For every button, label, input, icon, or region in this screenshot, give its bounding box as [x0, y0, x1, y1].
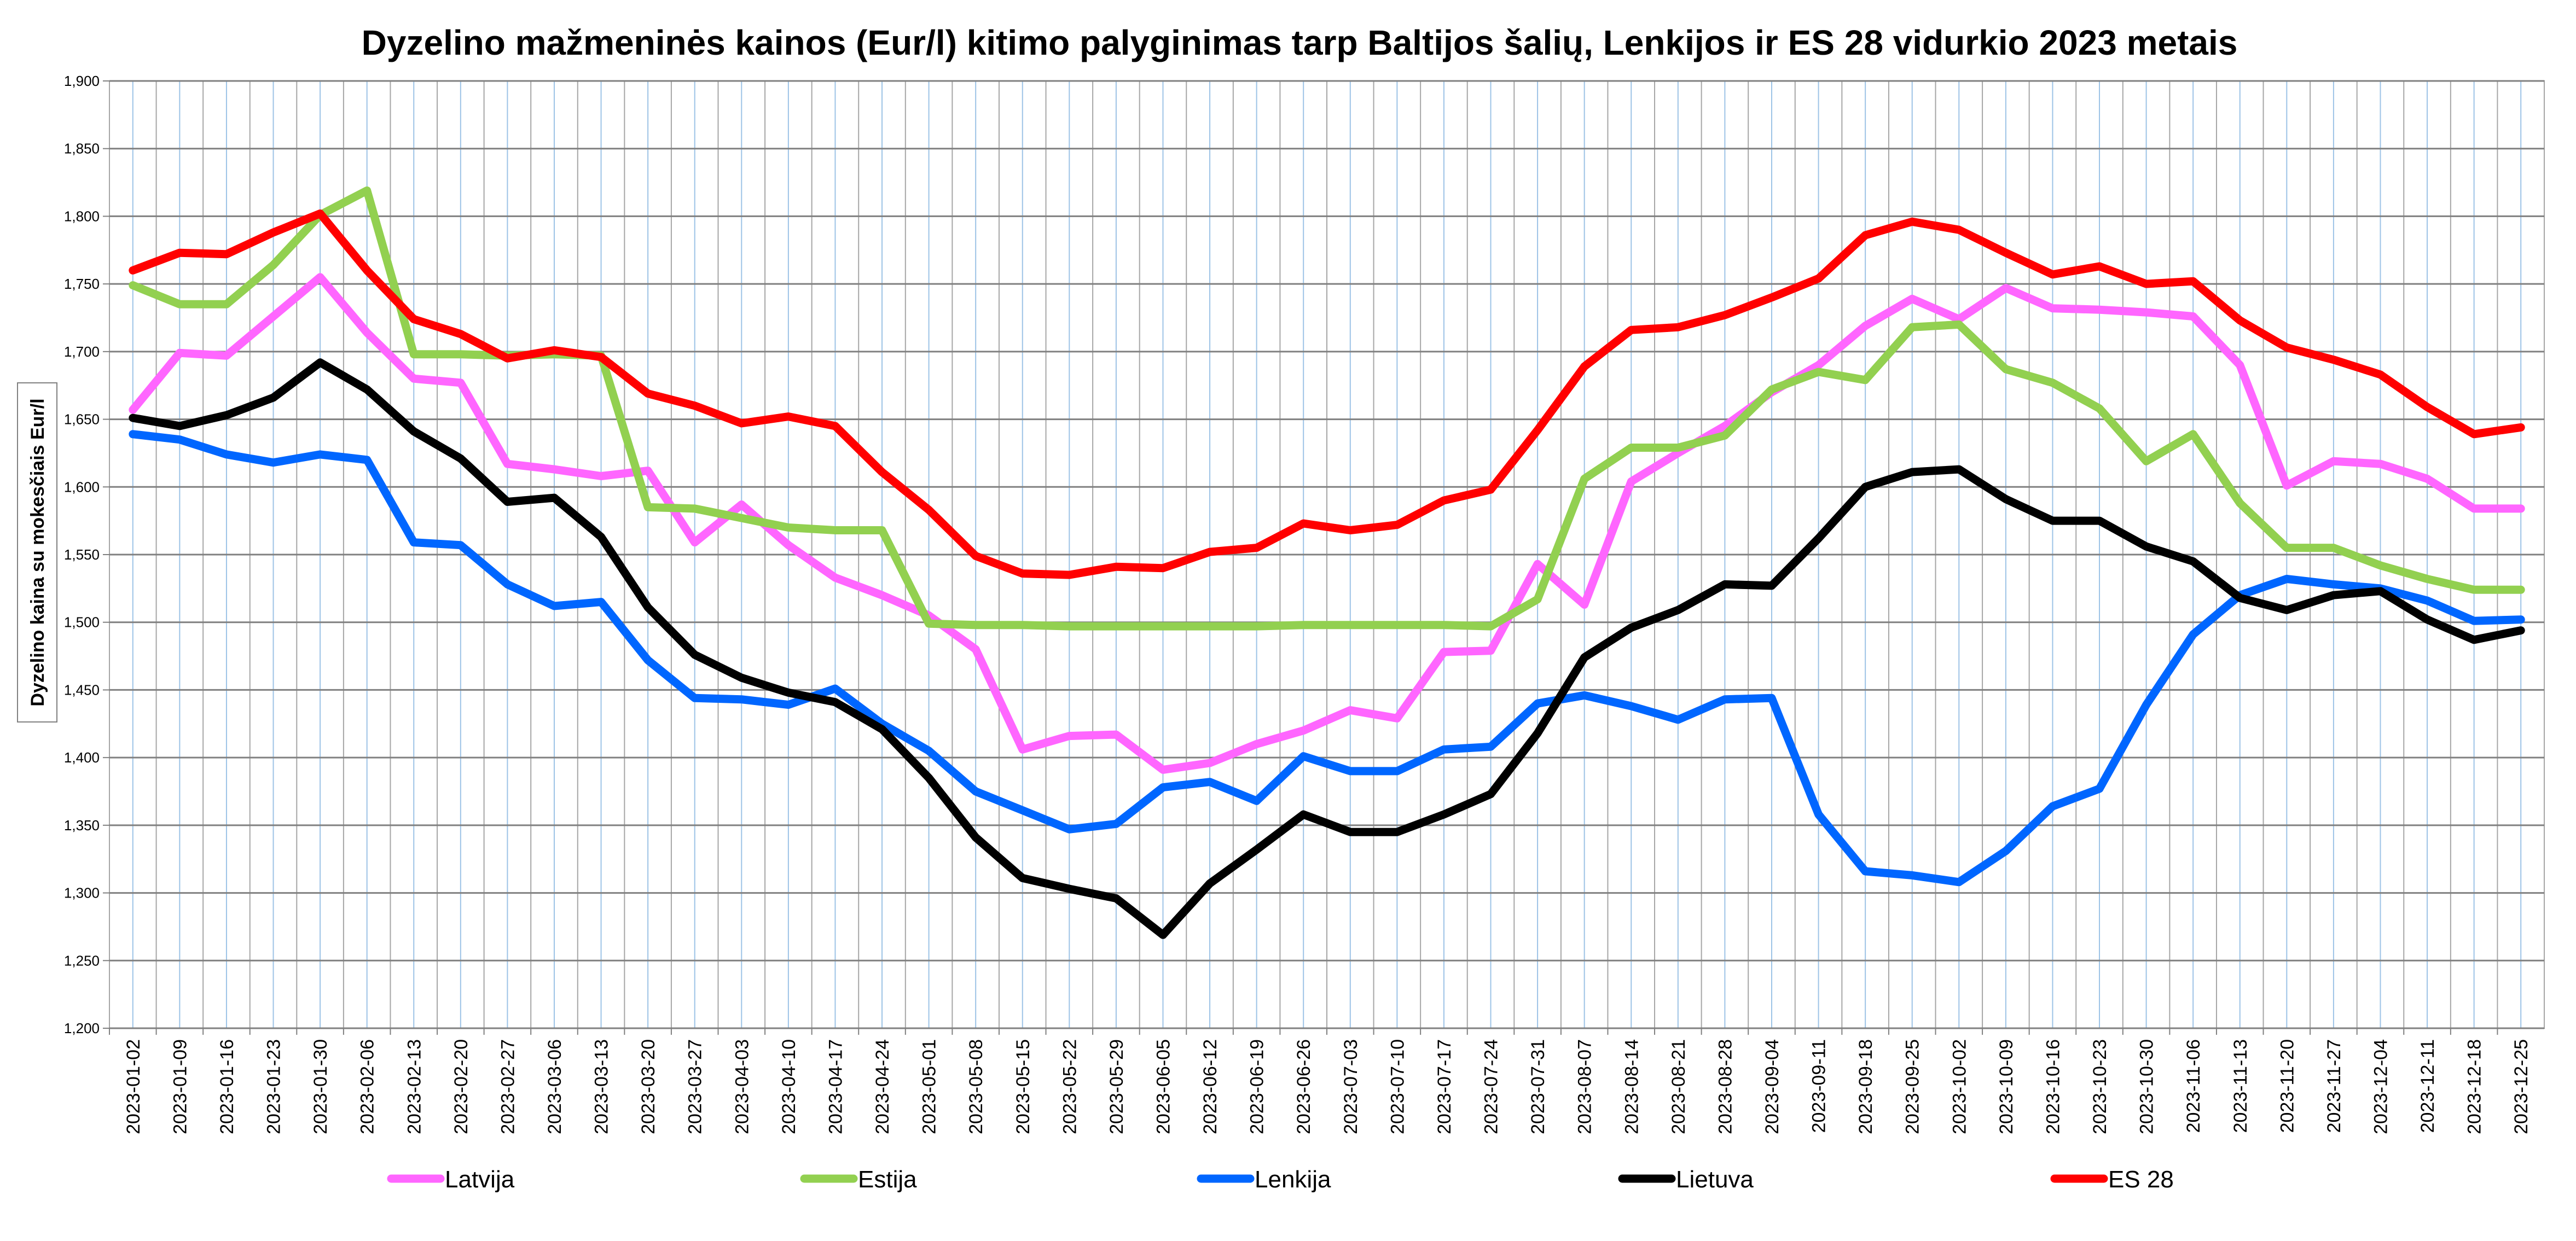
- x-tick-label: 2023-04-17: [825, 1039, 846, 1134]
- series-lines: [129, 186, 2525, 939]
- x-tick-label: 2023-07-03: [1341, 1039, 1361, 1134]
- x-tick-label: 2023-02-13: [404, 1039, 425, 1134]
- x-tick-label: 2023-01-16: [217, 1039, 237, 1134]
- y-tick-label: 1,700: [64, 343, 100, 360]
- x-tick-label: 2023-07-17: [1434, 1039, 1455, 1134]
- series-line-lietuva: [129, 358, 2525, 939]
- x-tick-label: 2023-01-09: [170, 1039, 190, 1134]
- x-tick-label: 2023-02-06: [357, 1039, 378, 1134]
- x-tick-label: 2023-09-11: [1809, 1039, 1830, 1133]
- x-tick-label: 2023-01-30: [310, 1039, 331, 1134]
- x-tick-label: 2023-08-07: [1575, 1039, 1596, 1134]
- x-tick-label: 2023-12-18: [2464, 1039, 2485, 1134]
- y-tick-label: 1,900: [64, 73, 100, 89]
- x-tick-label: 2023-03-27: [685, 1039, 706, 1134]
- x-tick-label: 2023-07-24: [1481, 1039, 1502, 1134]
- y-axis-label: Dyzelino kaina su mokesčiais Eur/l: [27, 398, 48, 706]
- y-tick-label: 1,500: [64, 614, 100, 631]
- series-line-latvija: [129, 273, 2525, 774]
- x-tick-label: 2023-11-13: [2230, 1039, 2251, 1133]
- x-tick-label: 2023-05-29: [1106, 1039, 1127, 1134]
- series-line-es-28: [129, 209, 2525, 579]
- x-tick-label: 2023-08-28: [1715, 1039, 1736, 1134]
- legend-label-lenkija: Lenkija: [1255, 1166, 1331, 1193]
- y-tick-label: 1,550: [64, 546, 100, 563]
- x-tick-label: 2023-05-22: [1059, 1039, 1080, 1134]
- x-tick-label: 2023-05-08: [966, 1039, 987, 1134]
- x-tick-label: 2023-07-31: [1528, 1039, 1548, 1134]
- x-tick-label: 2023-04-03: [732, 1039, 752, 1134]
- x-tick-label: 2023-11-06: [2183, 1039, 2204, 1133]
- x-tick-label: 2023-08-14: [1621, 1039, 1642, 1134]
- x-tick-label: 2023-06-26: [1293, 1039, 1314, 1134]
- y-tick-label: 1,200: [64, 1020, 100, 1036]
- x-tick-label: 2023-07-10: [1387, 1039, 1408, 1134]
- x-tick-label: 2023-10-16: [2043, 1039, 2063, 1134]
- y-tick-label: 1,350: [64, 817, 100, 834]
- y-tick-label: 1,250: [64, 952, 100, 969]
- x-tick-label: 2023-09-25: [1902, 1039, 1923, 1134]
- series-line-lenkija: [129, 430, 2525, 887]
- y-tick-label: 1,850: [64, 141, 100, 157]
- y-tick-label: 1,300: [64, 885, 100, 901]
- x-tick-label: 2023-12-04: [2370, 1039, 2391, 1134]
- x-tick-label: 2023-11-20: [2277, 1039, 2297, 1133]
- chart-title: Dyzelino mažmeninės kainos (Eur/l) kitim…: [362, 23, 2238, 62]
- x-tick-label: 2023-04-10: [779, 1039, 799, 1134]
- y-tick-label: 1,650: [64, 411, 100, 428]
- x-tick-label: 2023-09-04: [1762, 1039, 1783, 1134]
- x-tick-label: 2023-06-05: [1153, 1039, 1174, 1134]
- x-tick-label: 2023-12-11: [2417, 1039, 2438, 1133]
- x-tick-label: 2023-08-21: [1668, 1039, 1689, 1134]
- y-axis-label-box: Dyzelino kaina su mokesčiais Eur/l: [17, 382, 57, 723]
- legend-label-es-28: ES 28: [2108, 1166, 2174, 1193]
- x-tick-label: 2023-01-23: [264, 1039, 285, 1134]
- x-tick-label: 2023-12-25: [2511, 1039, 2532, 1134]
- x-tick-label: 2023-10-23: [2090, 1039, 2110, 1134]
- y-tick-label: 1,750: [64, 276, 100, 292]
- legend-label-latvija: Latvija: [445, 1166, 515, 1193]
- x-tick-label: 2023-03-13: [591, 1039, 612, 1134]
- legend: Latvija Estija Lenkija Lietuva ES 28: [387, 1166, 2174, 1193]
- x-tick-label: 2023-10-02: [1949, 1039, 1970, 1134]
- x-axis-ticks: 2023-01-02 2023-01-09 2023-01-16 2023-01-23…: [109, 1028, 2532, 1134]
- x-tick-label: 2023-02-27: [497, 1039, 518, 1134]
- x-tick-label: 2023-05-15: [1013, 1039, 1034, 1134]
- y-tick-label: 1,400: [64, 749, 100, 766]
- legend-label-lietuva: Lietuva: [1676, 1166, 1754, 1193]
- x-tick-label: 2023-02-20: [451, 1039, 472, 1134]
- y-tick-label: 1,450: [64, 681, 100, 698]
- x-tick-label: 2023-10-09: [1996, 1039, 2017, 1134]
- x-tick-label: 2023-04-24: [872, 1039, 893, 1134]
- y-axis-label-frame: [17, 382, 57, 723]
- y-tick-label: 1,800: [64, 208, 100, 224]
- y-tick-label: 1,600: [64, 479, 100, 495]
- x-tick-label: 2023-06-12: [1200, 1039, 1221, 1134]
- x-tick-label: 2023-03-20: [638, 1039, 659, 1134]
- x-tick-label: 2023-11-27: [2324, 1039, 2345, 1133]
- x-tick-label: 2023-09-18: [1855, 1039, 1876, 1134]
- x-tick-label: 2023-05-01: [919, 1039, 940, 1134]
- x-tick-label: 2023-01-02: [123, 1039, 144, 1134]
- legend-label-estija: Estija: [858, 1166, 917, 1193]
- y-axis-ticks: 1,200 1,250 1,300 1,350 1,400 1,450 1,500 1,550…: [64, 73, 109, 1036]
- x-tick-label: 2023-06-19: [1247, 1039, 1268, 1134]
- x-tick-label: 2023-03-06: [544, 1039, 565, 1134]
- x-tick-label: 2023-10-30: [2137, 1039, 2157, 1134]
